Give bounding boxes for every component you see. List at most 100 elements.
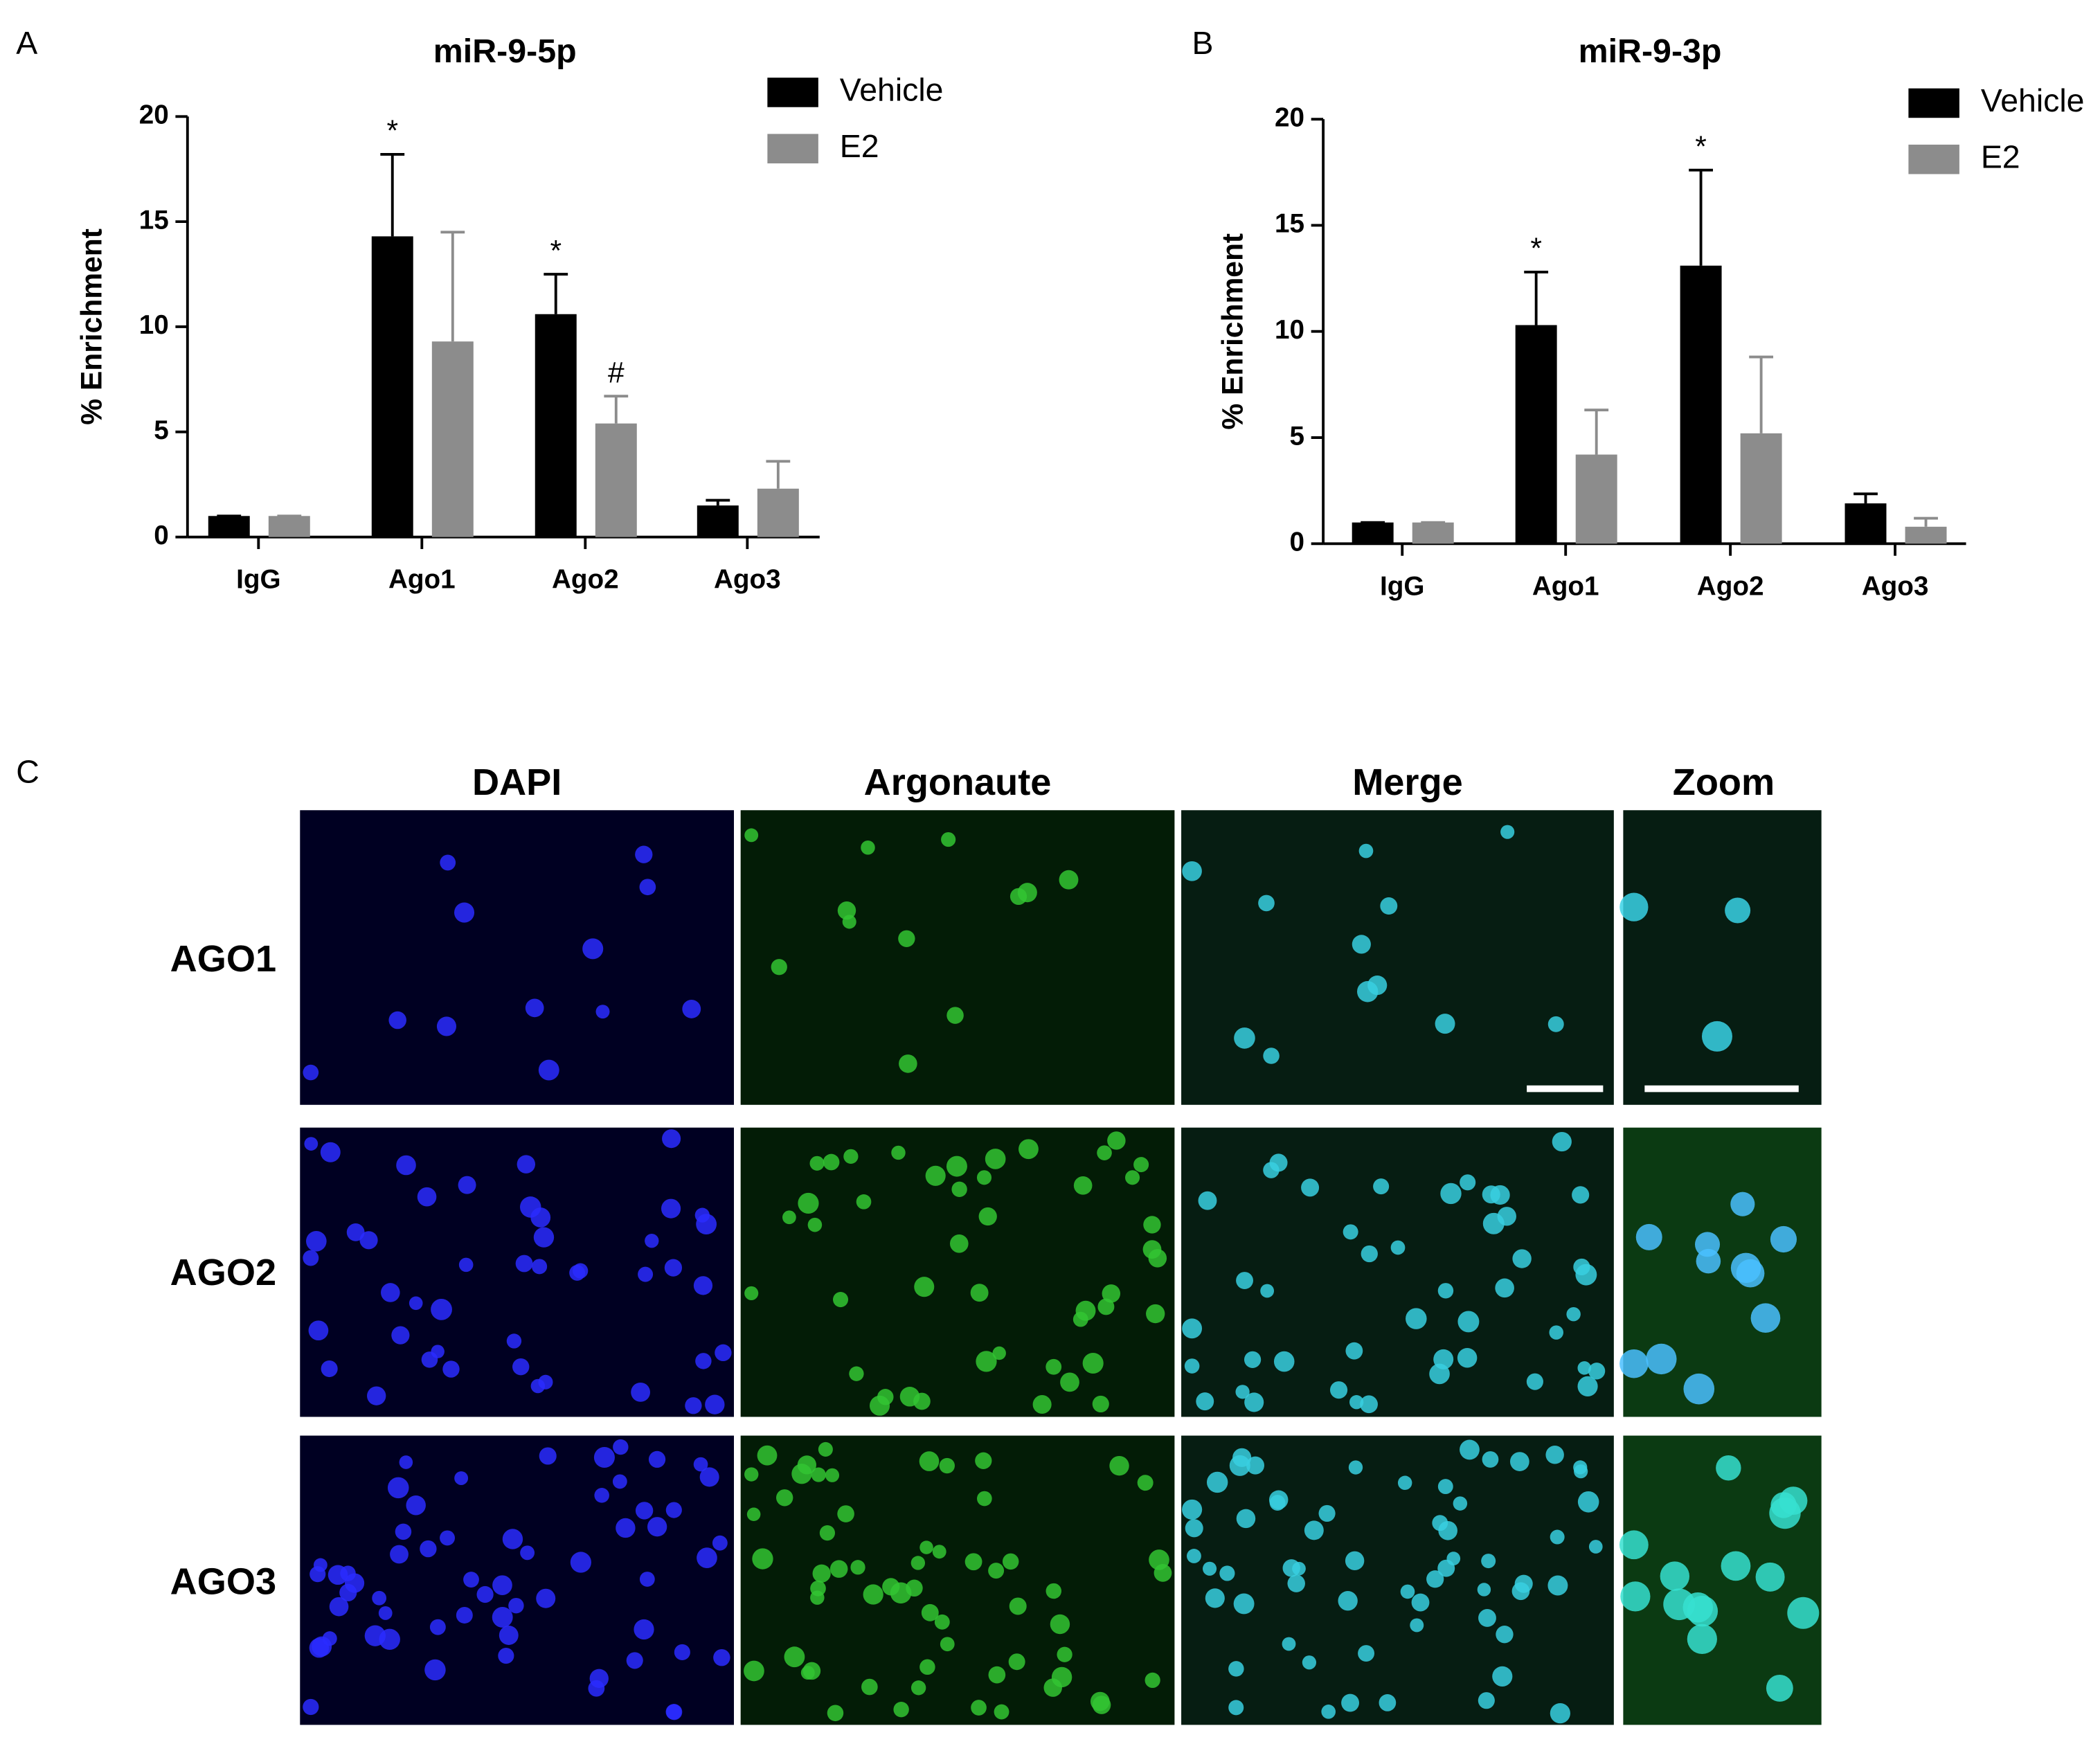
cell (988, 1666, 1006, 1684)
cell (1478, 1609, 1496, 1627)
cell (861, 840, 875, 855)
cell (1109, 1455, 1129, 1476)
cell (699, 1467, 719, 1487)
cell (856, 1194, 872, 1210)
cell (1182, 1499, 1203, 1520)
cell (1547, 1575, 1568, 1596)
cell (1102, 1284, 1121, 1303)
cell (532, 1259, 548, 1275)
cell (1478, 1692, 1495, 1709)
error-bar (706, 498, 730, 506)
cell (1146, 1304, 1165, 1324)
cell (1495, 1278, 1514, 1298)
cell (1460, 1439, 1480, 1460)
cell (1437, 1559, 1455, 1577)
cell (992, 1346, 1006, 1360)
cell (391, 1326, 410, 1345)
significance-marker: * (1695, 130, 1707, 163)
cell (1341, 1693, 1360, 1712)
cell (850, 1560, 865, 1575)
cell (378, 1606, 393, 1620)
cell (1282, 1637, 1296, 1651)
cell (693, 1457, 708, 1472)
x-tick-label: IgG (236, 565, 280, 595)
cell (810, 1580, 826, 1597)
cell (919, 1659, 935, 1675)
cell (1550, 1703, 1570, 1724)
cell (409, 1296, 423, 1311)
cell (1437, 1479, 1453, 1495)
cell (1235, 1385, 1250, 1399)
y-tick-label: 15 (1275, 209, 1304, 239)
y-tick-label: 20 (139, 100, 169, 130)
cell (776, 1489, 793, 1507)
cell (1236, 1509, 1256, 1529)
cell (906, 1579, 923, 1597)
legend-label: E2 (1981, 138, 2020, 174)
cell (1345, 1551, 1365, 1571)
cell (1496, 1626, 1514, 1644)
cell (1092, 1696, 1111, 1714)
cell (1432, 1515, 1448, 1531)
cell (309, 1566, 326, 1583)
cell (520, 1545, 535, 1561)
cell (1269, 1495, 1286, 1511)
cell (934, 1614, 950, 1630)
cell (1133, 1157, 1149, 1173)
cell (463, 1572, 479, 1588)
significance-marker: # (608, 356, 625, 389)
cell (492, 1575, 512, 1595)
cell (1145, 1672, 1160, 1689)
cell (1082, 1352, 1104, 1374)
cell (914, 1277, 935, 1297)
cell (635, 1502, 654, 1520)
cell (476, 1585, 494, 1603)
cell (1660, 1561, 1690, 1591)
cell (1577, 1376, 1598, 1396)
cell (946, 1007, 964, 1024)
bar (1515, 325, 1557, 544)
cell (399, 1455, 413, 1469)
cell (941, 831, 956, 847)
cell (925, 1165, 946, 1186)
cell (1526, 1373, 1543, 1390)
cell (1302, 1655, 1317, 1670)
cell (1097, 1298, 1115, 1315)
significance-marker: * (386, 114, 398, 147)
cell (406, 1495, 426, 1516)
cell (1050, 1614, 1070, 1635)
cell (940, 1637, 955, 1652)
cell (843, 1149, 859, 1164)
cell (1258, 895, 1275, 912)
cell (1769, 1497, 1801, 1529)
cell (1282, 1559, 1300, 1577)
cell (1512, 1249, 1532, 1268)
legend-swatch (767, 134, 818, 163)
cell (1755, 1562, 1785, 1592)
cell (1514, 1574, 1533, 1593)
cell (1045, 1583, 1062, 1599)
bar (1575, 454, 1617, 544)
cell (440, 1530, 456, 1546)
cell (635, 845, 653, 863)
y-tick-label: 10 (139, 310, 169, 340)
cell (1018, 1139, 1039, 1160)
cell (367, 1386, 386, 1405)
cell (1236, 1272, 1253, 1289)
cell (971, 1700, 987, 1716)
cell (1358, 843, 1374, 858)
cell (329, 1597, 349, 1617)
cell (1550, 1529, 1565, 1545)
cell (395, 1523, 412, 1540)
cell (639, 879, 656, 896)
cell (913, 1392, 931, 1410)
y-tick-label: 15 (139, 205, 169, 235)
cell (1411, 1593, 1430, 1612)
cell (665, 1502, 682, 1518)
legend-label: E2 (840, 128, 879, 164)
y-axis-label: % Enrichment (1217, 233, 1250, 430)
cell (664, 1259, 683, 1277)
cell (1009, 888, 1027, 906)
bar (697, 505, 739, 537)
